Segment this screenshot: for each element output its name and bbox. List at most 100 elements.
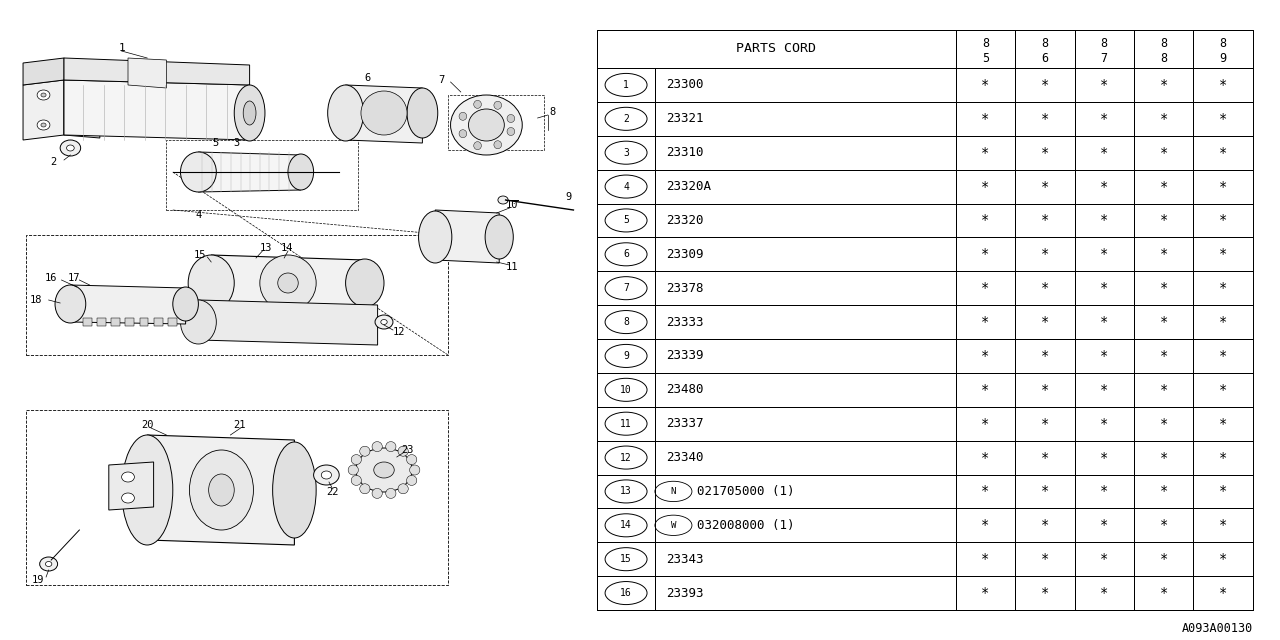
Ellipse shape (41, 123, 46, 127)
Bar (1074, 305, 1134, 339)
Ellipse shape (398, 484, 408, 494)
Polygon shape (346, 85, 422, 143)
Bar (655, 305, 956, 339)
Text: *: * (1219, 213, 1228, 227)
Text: *: * (1100, 281, 1108, 295)
Text: 11: 11 (621, 419, 632, 429)
Bar (1193, 170, 1253, 204)
Polygon shape (64, 80, 100, 138)
Bar (1074, 30, 1134, 68)
Bar (1015, 407, 1074, 440)
Text: 13: 13 (260, 243, 273, 253)
Ellipse shape (375, 315, 393, 329)
Bar (1015, 576, 1074, 610)
Bar (1015, 440, 1074, 474)
Bar (168, 318, 177, 326)
Ellipse shape (243, 101, 256, 125)
Bar (1134, 204, 1193, 237)
Text: 6: 6 (623, 250, 628, 259)
Text: *: * (1219, 180, 1228, 193)
Bar (1134, 542, 1193, 576)
Bar (1193, 373, 1253, 407)
Bar (655, 440, 956, 474)
Bar (1015, 204, 1074, 237)
Text: 8: 8 (1101, 36, 1107, 50)
Text: *: * (1219, 315, 1228, 329)
Ellipse shape (485, 215, 513, 259)
Ellipse shape (360, 484, 370, 494)
Bar (140, 318, 148, 326)
Bar (956, 30, 1015, 68)
Text: *: * (982, 213, 989, 227)
Text: 19: 19 (32, 575, 45, 585)
Bar (596, 339, 655, 373)
Bar (1074, 373, 1134, 407)
Text: *: * (1219, 451, 1228, 465)
Text: 16: 16 (621, 588, 632, 598)
Bar (596, 407, 655, 440)
Bar (1193, 68, 1253, 102)
Ellipse shape (314, 465, 339, 485)
Polygon shape (147, 435, 294, 545)
Ellipse shape (381, 319, 387, 324)
Text: N: N (671, 487, 676, 496)
Polygon shape (198, 152, 301, 192)
Text: 18: 18 (29, 295, 42, 305)
Bar (596, 508, 655, 542)
Bar (1193, 407, 1253, 440)
Bar (655, 68, 956, 102)
Text: *: * (1160, 383, 1167, 397)
Ellipse shape (55, 285, 86, 323)
Text: *: * (982, 383, 989, 397)
Bar (448, 95, 544, 150)
Bar (596, 271, 655, 305)
Bar (596, 474, 655, 508)
Bar (1074, 508, 1134, 542)
Ellipse shape (494, 101, 502, 109)
Text: 8: 8 (623, 317, 628, 327)
Polygon shape (435, 210, 499, 263)
Text: 23321: 23321 (666, 112, 704, 125)
Text: *: * (1160, 586, 1167, 600)
Text: 10: 10 (506, 200, 518, 210)
Text: *: * (1219, 247, 1228, 261)
Bar (596, 68, 655, 102)
Text: 17: 17 (68, 273, 81, 283)
Bar (1193, 305, 1253, 339)
Text: *: * (1219, 518, 1228, 532)
Ellipse shape (122, 435, 173, 545)
Ellipse shape (346, 259, 384, 307)
Text: *: * (1160, 315, 1167, 329)
Bar (1134, 30, 1193, 68)
Ellipse shape (122, 472, 134, 482)
Text: 15: 15 (193, 250, 206, 260)
Text: *: * (1100, 417, 1108, 431)
Bar (1193, 204, 1253, 237)
Text: 1: 1 (623, 80, 628, 90)
Ellipse shape (460, 112, 467, 120)
Text: *: * (1160, 247, 1167, 261)
Bar (596, 440, 655, 474)
Bar (1074, 237, 1134, 271)
Text: 1: 1 (118, 43, 125, 53)
Text: *: * (1219, 112, 1228, 126)
Bar (1074, 339, 1134, 373)
Text: *: * (1219, 552, 1228, 566)
Text: *: * (1160, 78, 1167, 92)
Bar (956, 474, 1015, 508)
Bar (1074, 170, 1134, 204)
Text: 23320: 23320 (666, 214, 704, 227)
Bar (1193, 576, 1253, 610)
Bar (1074, 440, 1134, 474)
Ellipse shape (273, 442, 316, 538)
Text: *: * (1160, 349, 1167, 363)
Text: 032008000 (1): 032008000 (1) (698, 519, 795, 532)
Bar (956, 542, 1015, 576)
Text: 8: 8 (982, 36, 989, 50)
Polygon shape (70, 285, 186, 324)
Text: 4: 4 (623, 182, 628, 191)
Bar (956, 508, 1015, 542)
Bar (655, 542, 956, 576)
Bar (655, 339, 956, 373)
Text: PARTS CORD: PARTS CORD (736, 42, 817, 56)
